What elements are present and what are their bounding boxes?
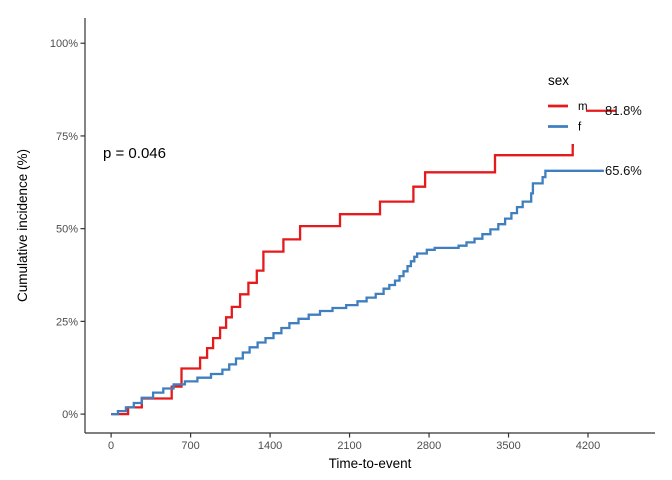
legend: [548, 104, 568, 128]
p-value-annotation: p = 0.046: [103, 145, 166, 162]
y-tick-label: 25%: [56, 316, 78, 328]
y-tick-label: 50%: [56, 224, 78, 236]
series-f-curve: [111, 169, 604, 416]
y-axis-title: Cumulative incidence (%): [15, 149, 30, 302]
x-tick-label: 2100: [337, 440, 361, 452]
x-tick-label: 4200: [576, 440, 600, 452]
y-tick-label: 0%: [62, 409, 78, 421]
x-tick-label: 0: [108, 440, 114, 452]
end-label-m: 81.8%: [605, 103, 642, 118]
series-m-curve: [111, 144, 574, 416]
x-axis-title: Time-to-event: [329, 456, 412, 471]
x-tick-label: 2800: [417, 440, 441, 452]
end-label-f: 65.6%: [605, 163, 642, 178]
x-tick-label: 1400: [258, 440, 282, 452]
axes: [80, 18, 655, 438]
x-tick-label: 3500: [496, 440, 520, 452]
legend-label-m: m: [578, 101, 588, 113]
legend-title: sex: [548, 73, 569, 88]
x-tick-label: 700: [181, 440, 199, 452]
y-tick-label: 100%: [50, 38, 78, 50]
y-tick-label: 75%: [56, 131, 78, 143]
legend-label-f: f: [578, 122, 582, 134]
